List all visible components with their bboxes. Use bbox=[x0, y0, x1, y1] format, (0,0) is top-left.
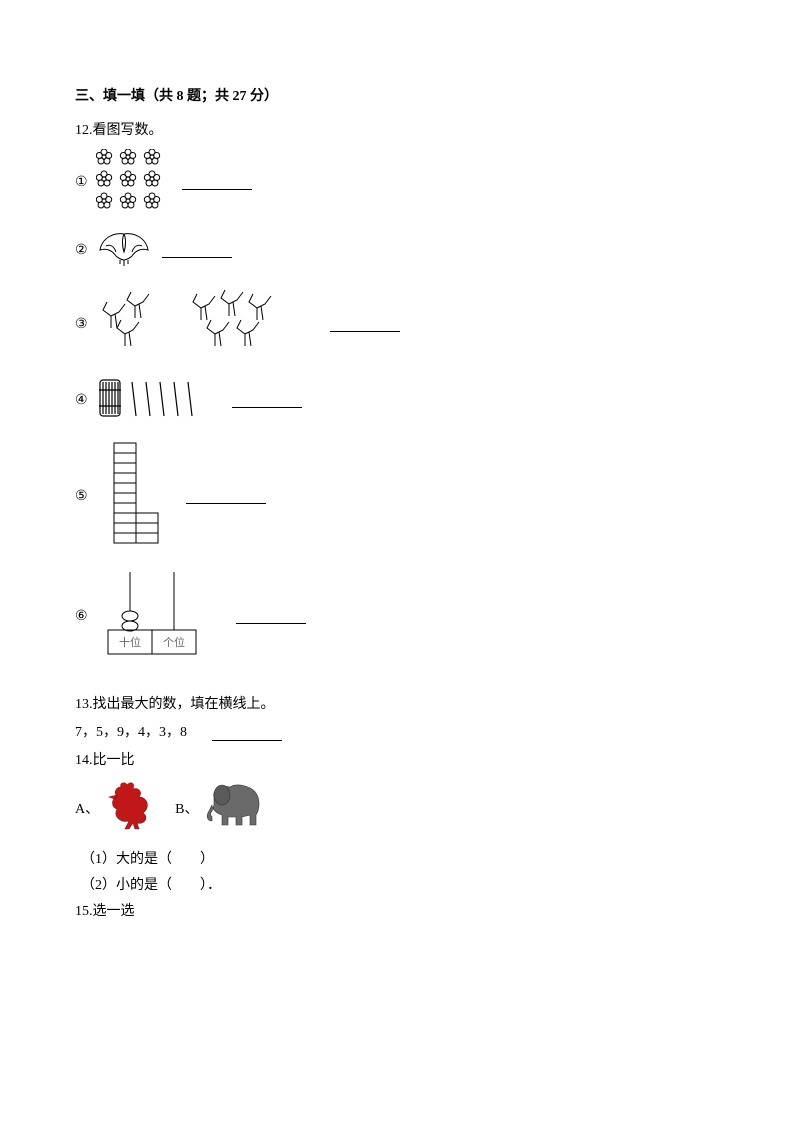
rooster-icon bbox=[103, 777, 159, 838]
q12-prompt: 看图写数。 bbox=[93, 123, 163, 138]
blank-q13[interactable] bbox=[212, 726, 282, 741]
blank-6[interactable] bbox=[236, 609, 306, 624]
cranes-group bbox=[96, 287, 326, 362]
q12-item-5: ⑤ bbox=[75, 439, 718, 554]
q12-item-1: ① bbox=[75, 149, 718, 216]
page: 三、填一填（共 8 题；共 27 分） 12.看图写数。 ① bbox=[0, 0, 793, 968]
place-tens-label: 十位 bbox=[119, 635, 141, 649]
circle-2: ② bbox=[75, 242, 88, 259]
blank-4[interactable] bbox=[232, 393, 302, 408]
eagle-icon bbox=[96, 228, 152, 273]
q12-item-6: ⑥ 十位 个位 bbox=[75, 568, 718, 665]
abacus-icon: 十位 个位 bbox=[96, 568, 226, 665]
flowers-grid bbox=[96, 149, 172, 216]
circle-6: ⑥ bbox=[75, 608, 88, 625]
q12-number: 12. bbox=[75, 123, 93, 138]
q14-line: 14.比一比 bbox=[75, 749, 718, 769]
q12-item-2: ② bbox=[75, 228, 718, 273]
circle-5: ⑤ bbox=[75, 488, 88, 505]
blank-3[interactable] bbox=[330, 317, 400, 332]
q15-number: 15. bbox=[75, 904, 93, 919]
q15-prompt: 选一选 bbox=[93, 904, 135, 919]
q14-labelB: B、 bbox=[175, 798, 198, 818]
q13-list-line: 7，5，9，4，3，8 bbox=[75, 721, 718, 741]
q13-list: 7，5，9，4，3，8 bbox=[75, 725, 187, 740]
blank-1[interactable] bbox=[182, 175, 252, 190]
q13-number: 13. bbox=[75, 697, 93, 712]
elephant-icon bbox=[202, 779, 268, 836]
q14-images: A、 B、 bbox=[75, 777, 718, 838]
q14-sub2: （2）小的是（ ）． bbox=[81, 874, 718, 894]
place-ones-label: 个位 bbox=[163, 635, 185, 649]
q14-prompt: 比一比 bbox=[93, 753, 135, 768]
q14-labelA: A、 bbox=[75, 798, 99, 818]
circle-1: ① bbox=[75, 174, 88, 191]
q12-prompt-line: 12.看图写数。 bbox=[75, 119, 718, 139]
q12-item-3: ③ bbox=[75, 287, 718, 362]
blank-2[interactable] bbox=[162, 243, 232, 258]
circle-3: ③ bbox=[75, 316, 88, 333]
q12-item-4: ④ bbox=[75, 376, 718, 425]
circle-4: ④ bbox=[75, 392, 88, 409]
q13-prompt: 找出最大的数，填在横线上。 bbox=[93, 697, 275, 712]
section-header: 三、填一填（共 8 题；共 27 分） bbox=[75, 85, 718, 105]
q13-line: 13.找出最大的数，填在横线上。 bbox=[75, 693, 718, 713]
q14-sub1: （1）大的是（ ） bbox=[81, 848, 718, 868]
blocks-icon bbox=[96, 439, 176, 554]
q15-line: 15.选一选 bbox=[75, 900, 718, 920]
sticks-icon bbox=[96, 376, 226, 425]
q14-number: 14. bbox=[75, 753, 93, 768]
blank-5[interactable] bbox=[186, 489, 266, 504]
